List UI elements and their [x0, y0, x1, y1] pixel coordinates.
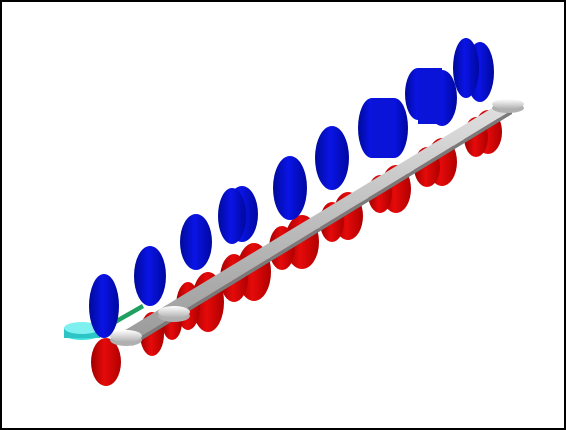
lower-roll	[91, 338, 121, 386]
guide-disk-group	[110, 99, 524, 346]
guide-disk	[492, 99, 524, 113]
upper-roll	[218, 186, 258, 244]
metal-strip	[122, 102, 512, 346]
upper-roll	[273, 156, 307, 220]
upper-roll	[358, 98, 408, 158]
upper-roll	[89, 274, 119, 338]
upper-roll	[134, 246, 166, 306]
upper-roll-group	[89, 38, 494, 338]
guide-disk	[110, 330, 142, 346]
upper-roll	[315, 126, 349, 190]
upper-roll	[453, 38, 494, 102]
upper-roll	[180, 214, 212, 270]
upper-roll	[405, 68, 457, 126]
guide-disk	[158, 306, 190, 322]
entry-guide	[64, 304, 144, 340]
